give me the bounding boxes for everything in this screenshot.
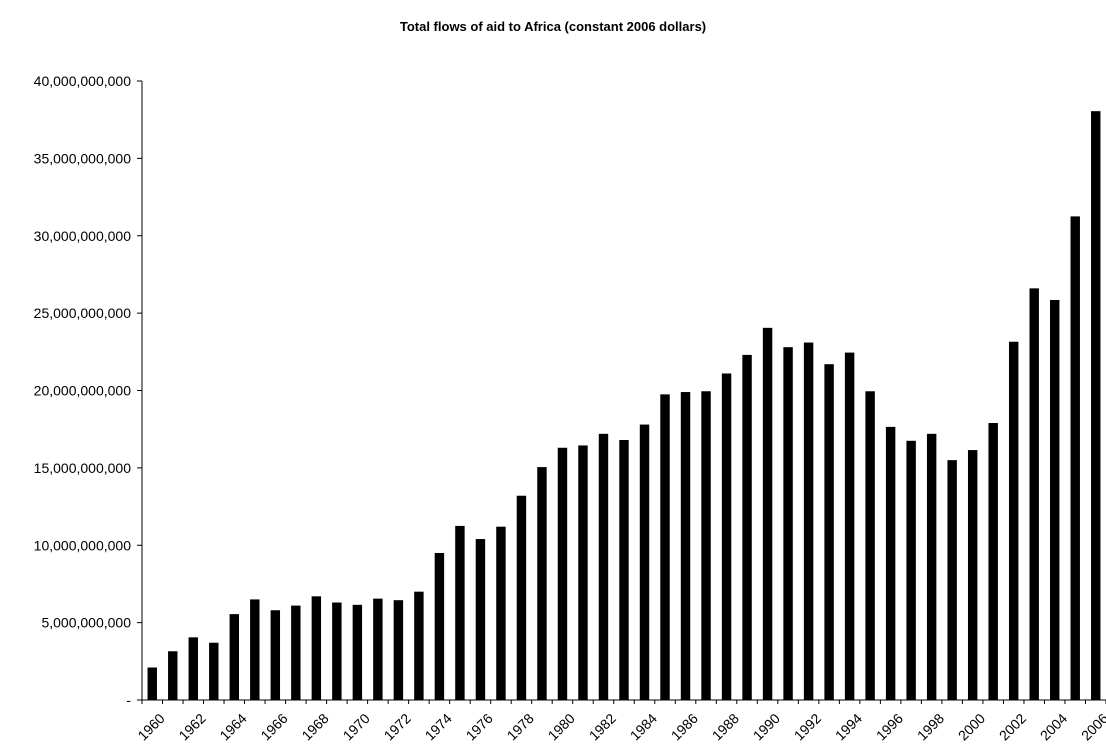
x-tick-label: 1968 — [298, 710, 331, 743]
bar-1964 — [229, 614, 240, 700]
x-tick-label: 2004 — [1037, 710, 1070, 743]
x-tick-label: 1966 — [257, 710, 290, 743]
x-tick-label: 1984 — [627, 710, 660, 743]
x-tick-label: 1974 — [422, 710, 455, 743]
bar-1990 — [762, 327, 773, 700]
x-tick-label: 1972 — [381, 710, 414, 743]
bar-1972 — [393, 600, 404, 700]
y-tick-label: 5,000,000,000 — [41, 615, 131, 631]
bar-2000 — [967, 450, 978, 700]
x-tick-label: 1960 — [134, 710, 167, 743]
bar-1974 — [434, 552, 445, 700]
x-tick-label: 2006 — [1078, 710, 1106, 743]
bar-1994 — [844, 352, 855, 700]
x-tick-label: 1970 — [339, 710, 372, 743]
x-tick-label: 1982 — [586, 710, 619, 743]
bar-1976 — [475, 539, 486, 700]
bar-1979 — [537, 467, 547, 700]
x-tick-label: 1978 — [504, 710, 537, 743]
y-tick-label: - — [126, 692, 131, 708]
bar-1980 — [557, 447, 568, 700]
x-tick-label: 1996 — [873, 710, 906, 743]
bar-1981 — [578, 445, 588, 700]
bar-1989 — [742, 354, 752, 700]
y-tick-label: 35,000,000,000 — [34, 150, 132, 166]
x-tick-label: 1988 — [709, 710, 742, 743]
chart-title: Total flows of aid to Africa (constant 2… — [400, 19, 706, 34]
bar-1966 — [270, 610, 281, 700]
x-tick-label: 1990 — [750, 710, 783, 743]
bar-1982 — [598, 433, 609, 700]
x-tick-label: 1994 — [832, 710, 865, 743]
y-tick-label: 20,000,000,000 — [34, 383, 132, 399]
x-tick-label: 1964 — [216, 710, 249, 743]
bar-1961 — [168, 651, 178, 700]
bar-1984 — [639, 424, 650, 700]
x-tick-label: 1992 — [791, 710, 824, 743]
x-tick-label: 2002 — [996, 710, 1029, 743]
bar-1960 — [147, 667, 157, 700]
bar-2005 — [1070, 216, 1080, 700]
x-tick-label: 1980 — [545, 710, 578, 743]
y-tick-label: 10,000,000,000 — [34, 537, 132, 553]
bar-1992 — [803, 342, 814, 700]
x-tick-label: 1998 — [914, 710, 947, 743]
bar-2006 — [1091, 111, 1101, 701]
bar-1963 — [209, 642, 219, 700]
bar-1985 — [660, 394, 670, 700]
bar-1997 — [906, 440, 916, 700]
x-tick-label: 1962 — [175, 710, 208, 743]
bar-1965 — [250, 599, 260, 700]
bars — [147, 111, 1101, 701]
y-tick-label: 25,000,000,000 — [34, 305, 132, 321]
bar-1978 — [516, 495, 527, 700]
bar-2004 — [1050, 299, 1060, 700]
y-tick-label: 30,000,000,000 — [34, 228, 132, 244]
bar-1971 — [373, 598, 383, 700]
bar-1996 — [885, 426, 896, 700]
bar-1991 — [783, 347, 793, 700]
bar-1986 — [680, 392, 691, 700]
x-tick-label: 2000 — [955, 710, 988, 743]
x-tick-label: 1986 — [668, 710, 701, 743]
bar-1975 — [455, 525, 465, 700]
y-axis: - 5,000,000,000 10,000,000,000 15,000,000,0… — [34, 73, 142, 708]
bar-1970 — [352, 604, 363, 700]
y-tick-label: 15,000,000,000 — [34, 460, 132, 476]
bar-2002 — [1008, 341, 1019, 700]
bar-1987 — [701, 391, 711, 700]
y-tick-label: 40,000,000,000 — [34, 73, 132, 89]
bar-2003 — [1029, 288, 1039, 700]
bar-1962 — [188, 637, 198, 700]
bar-1995 — [865, 391, 875, 700]
x-axis: 1960 1962 1964 1966 1968 1970 1972 1974 1976 1978… — [134, 700, 1106, 744]
bar-1977 — [496, 526, 506, 700]
bar-1969 — [332, 602, 342, 700]
bar-1998 — [926, 433, 937, 700]
bar-1988 — [721, 373, 732, 700]
bar-1983 — [619, 440, 629, 700]
bar-1968 — [311, 596, 322, 700]
x-tick-label: 1976 — [463, 710, 496, 743]
bar-1999 — [947, 460, 957, 700]
bar-1973 — [414, 591, 424, 700]
bar-1967 — [291, 605, 301, 700]
bar-2001 — [988, 423, 998, 700]
bar-1993 — [824, 364, 834, 700]
